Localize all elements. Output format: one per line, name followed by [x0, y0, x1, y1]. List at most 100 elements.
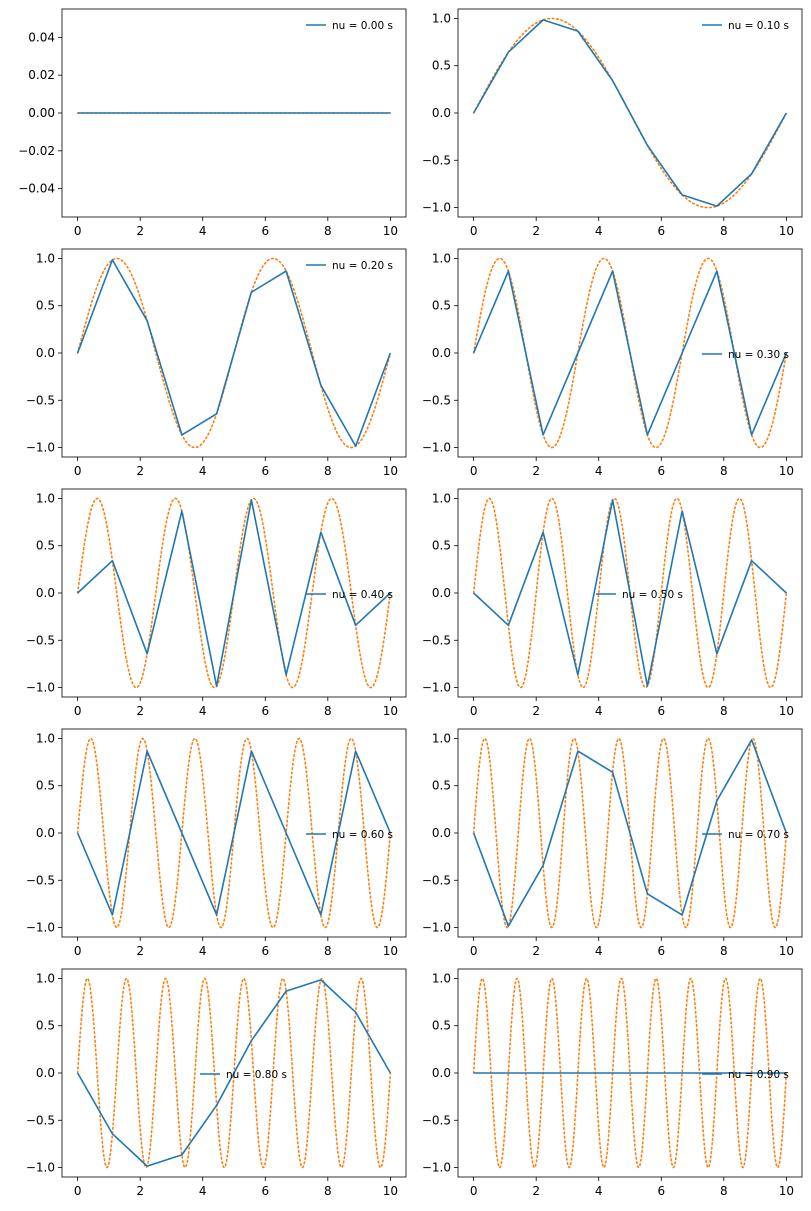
- x-tick-label: 4: [199, 944, 207, 958]
- y-tick-label: 1.0: [432, 971, 451, 985]
- y-tick-label: −0.04: [18, 182, 55, 196]
- x-tick-label: 0: [470, 464, 478, 478]
- sampled-signal-line: [76, 979, 392, 1167]
- legend: nu = 0.90 s: [702, 1069, 789, 1081]
- y-tick-label: 0.5: [36, 1019, 55, 1033]
- sampled-signal-line: [472, 270, 788, 436]
- legend: nu = 0.70 s: [702, 829, 789, 841]
- x-tick-label: 4: [199, 1184, 207, 1198]
- y-tick-label: −1.0: [26, 1161, 55, 1175]
- legend: nu = 0.10 s: [702, 20, 789, 32]
- legend-label: nu = 0.20 s: [332, 260, 393, 272]
- x-tick-label: 6: [657, 464, 665, 478]
- x-tick-label: 8: [324, 464, 332, 478]
- legend-label: nu = 0.30 s: [728, 349, 789, 361]
- subplot-8: 0 2 4 6 8 10 −1.0 −0.5 0.0 0.5 1.0 nu = 0.70 s: [422, 728, 803, 958]
- y-tick-label: 0.02: [28, 68, 55, 82]
- subplot-5: 0 2 4 6 8 10 −1.0 −0.5 0.0 0.5 1.0 nu = 0.40 s: [26, 488, 407, 718]
- y-tick-label: −0.5: [422, 633, 451, 647]
- y-tick-label: −0.5: [422, 153, 451, 167]
- y-tick-label: 0.0: [36, 826, 55, 840]
- y-tick-label: −1.0: [422, 921, 451, 935]
- legend-label: nu = 0.00 s: [332, 20, 393, 32]
- y-tick-label: 1.0: [432, 11, 451, 25]
- y-tick-label: 0.04: [28, 30, 55, 44]
- x-tick-label: 4: [595, 464, 603, 478]
- x-tick-label: 2: [532, 944, 540, 958]
- y-tick-label: −1.0: [422, 681, 451, 695]
- x-tick-label: 4: [595, 944, 603, 958]
- x-tick-label: 4: [595, 224, 603, 238]
- y-tick-label: 0.5: [432, 539, 451, 553]
- y-tick-label: 1.0: [36, 731, 55, 745]
- y-tick-label: 0.0: [432, 346, 451, 360]
- x-tick-label: 8: [720, 944, 728, 958]
- x-tick-label: 8: [720, 464, 728, 478]
- y-tick-label: −0.5: [26, 393, 55, 407]
- y-tick-label: 0.5: [36, 779, 55, 793]
- legend-label: nu = 0.80 s: [226, 1069, 287, 1081]
- y-tick-label: 0.0: [36, 346, 55, 360]
- subplot-4: 0 2 4 6 8 10 −1.0 −0.5 0.0 0.5 1.0 nu = 0.30 s: [422, 248, 803, 478]
- x-tick-label: 10: [383, 704, 398, 718]
- x-tick-label: 2: [136, 464, 144, 478]
- x-tick-label: 8: [720, 224, 728, 238]
- x-tick-label: 2: [532, 704, 540, 718]
- x-tick-label: 4: [595, 1184, 603, 1198]
- legend-label: nu = 0.90 s: [728, 1069, 789, 1081]
- sampled-signal-line: [472, 19, 788, 207]
- x-tick-label: 4: [595, 704, 603, 718]
- x-tick-label: 8: [324, 944, 332, 958]
- legend: nu = 0.60 s: [306, 829, 393, 841]
- y-tick-label: −0.5: [26, 1113, 55, 1127]
- x-tick-label: 10: [779, 464, 794, 478]
- sampled-signal-line: [472, 739, 788, 927]
- x-tick-label: 6: [261, 944, 269, 958]
- y-tick-label: −1.0: [422, 201, 451, 215]
- y-tick-label: 0.5: [432, 779, 451, 793]
- y-tick-label: −1.0: [26, 441, 55, 455]
- x-tick-label: 2: [136, 224, 144, 238]
- x-tick-label: 6: [261, 704, 269, 718]
- x-tick-label: 6: [657, 224, 665, 238]
- legend: nu = 0.20 s: [306, 260, 393, 272]
- legend-label: nu = 0.70 s: [728, 829, 789, 841]
- y-tick-label: 1.0: [432, 731, 451, 745]
- continuous-signal-line: [76, 497, 392, 689]
- x-tick-label: 2: [136, 944, 144, 958]
- x-tick-label: 0: [74, 1184, 82, 1198]
- y-tick-label: 0.5: [432, 299, 451, 313]
- y-tick-label: 1.0: [432, 491, 451, 505]
- sampled-signal-line: [76, 259, 392, 447]
- sampled-signal-line: [77, 499, 391, 687]
- y-tick-label: −1.0: [422, 1161, 451, 1175]
- x-tick-label: 4: [199, 224, 207, 238]
- subplot-7: 0 2 4 6 8 10 −1.0 −0.5 0.0 0.5 1.0 nu = 0.60 s: [26, 728, 407, 958]
- y-tick-label: −0.5: [422, 873, 451, 887]
- legend: nu = 0.00 s: [306, 20, 393, 32]
- x-tick-label: 0: [470, 224, 478, 238]
- x-tick-label: 8: [720, 704, 728, 718]
- y-tick-label: 0.0: [432, 1066, 451, 1080]
- subplot-1: 0 2 4 6 8 10 −0.04 −0.02 0.00 0.02 0.04 nu = 0.00 s: [18, 8, 407, 238]
- x-tick-label: 6: [261, 224, 269, 238]
- y-tick-label: 0.0: [36, 1066, 55, 1080]
- x-tick-label: 6: [261, 464, 269, 478]
- y-tick-label: 0.5: [432, 59, 451, 73]
- x-tick-label: 8: [324, 704, 332, 718]
- x-tick-label: 6: [261, 1184, 269, 1198]
- y-tick-label: −0.02: [18, 144, 55, 158]
- x-tick-label: 6: [657, 1184, 665, 1198]
- subplot-2: 0 2 4 6 8 10 −1.0 −0.5 0.0 0.5 1.0 nu = 0.10 s: [422, 8, 803, 238]
- x-tick-label: 0: [74, 464, 82, 478]
- y-tick-label: −0.5: [26, 633, 55, 647]
- x-tick-label: 0: [470, 1184, 478, 1198]
- x-tick-label: 4: [199, 704, 207, 718]
- legend: nu = 0.80 s: [200, 1069, 287, 1081]
- y-tick-label: 0.0: [432, 826, 451, 840]
- x-tick-label: 0: [470, 704, 478, 718]
- x-tick-label: 6: [657, 944, 665, 958]
- y-tick-label: 0.0: [36, 586, 55, 600]
- x-tick-label: 2: [532, 464, 540, 478]
